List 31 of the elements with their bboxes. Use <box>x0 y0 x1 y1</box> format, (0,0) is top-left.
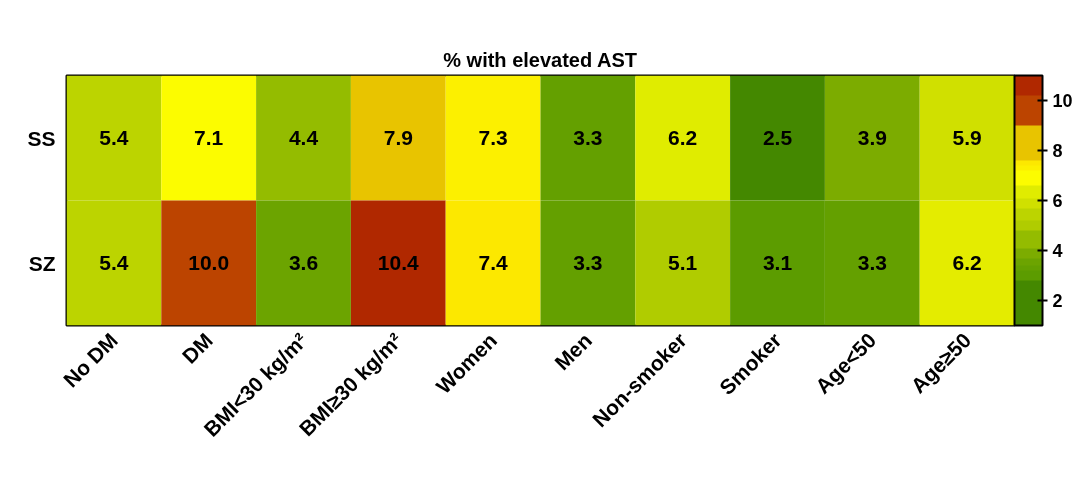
color-bar-label: 2 <box>1052 291 1063 311</box>
data-label: 3.6 <box>288 251 319 274</box>
data-label: 6.2 <box>668 126 698 149</box>
data-label: 5.4 <box>99 251 129 274</box>
data-label: 5.4 <box>99 126 129 149</box>
data-label: 7.3 <box>478 126 508 149</box>
data-label: 7.9 <box>383 126 413 149</box>
data-label: 6.2 <box>952 251 982 274</box>
color-bar-label: 8 <box>1052 141 1063 161</box>
data-label: 5.9 <box>952 126 982 149</box>
data-label: 3.3 <box>573 251 603 274</box>
y-tick-label: SZ <box>28 251 56 275</box>
data-label: 2.5 <box>762 126 793 149</box>
data-label: 4.4 <box>288 126 319 149</box>
data-label: 3.3 <box>573 126 603 149</box>
data-label: 3.3 <box>857 251 887 274</box>
data-label: 3.9 <box>857 126 887 149</box>
color-bar-label: 10 <box>1052 91 1073 111</box>
x-tick-label: Men <box>550 328 597 375</box>
data-label: 7.4 <box>478 251 509 274</box>
data-label: 10.4 <box>377 251 420 274</box>
color-bar-label: 6 <box>1052 191 1063 211</box>
x-tick-label: DM <box>177 328 217 368</box>
data-label: 5.1 <box>668 251 698 274</box>
data-label: 10.0 <box>188 251 230 274</box>
x-tick-label: No DM <box>58 328 123 392</box>
color-bar-label: 4 <box>1052 241 1063 261</box>
y-tick-label: SS <box>27 126 56 150</box>
data-label: 3.1 <box>762 251 793 274</box>
data-label: 7.1 <box>194 126 224 149</box>
chart-title: % with elevated AST <box>443 48 637 71</box>
